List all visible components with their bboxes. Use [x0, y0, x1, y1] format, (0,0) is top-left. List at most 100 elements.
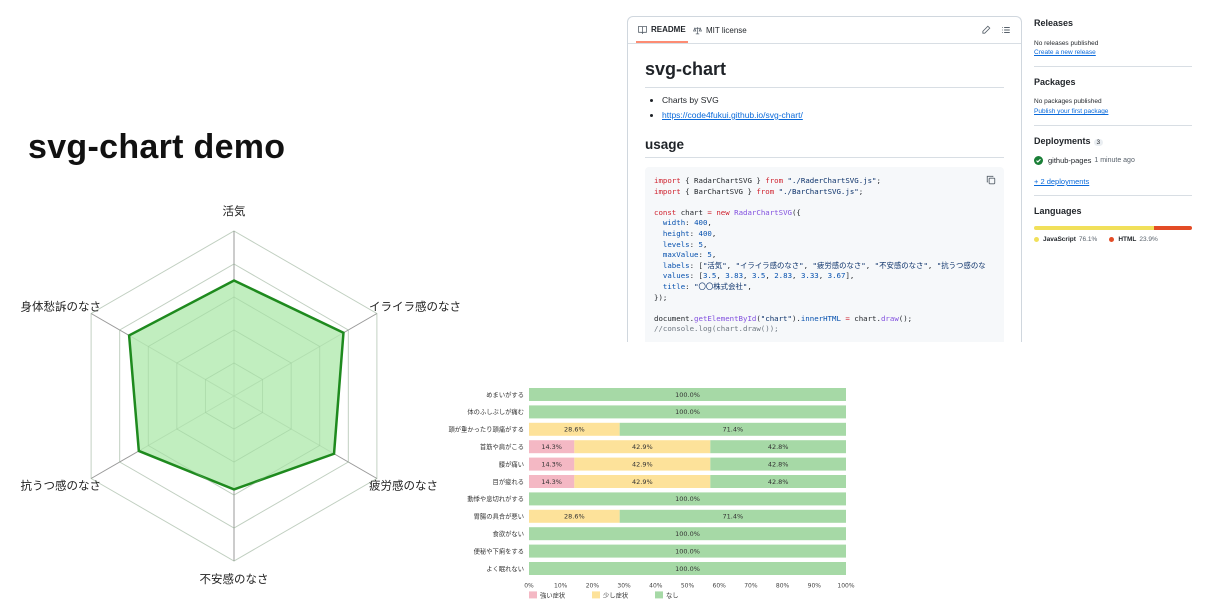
tab-license[interactable]: MIT license: [693, 17, 747, 43]
bar-category-label: 食欲がない: [493, 529, 524, 538]
readme-panel: README MIT license svg-chart Charts by S…: [627, 16, 1022, 342]
legend-label: 少し症状: [603, 590, 629, 599]
bar-category-label: 頭が重かったり頭痛がする: [448, 425, 524, 434]
radar-axis-label: イライラ感のなさ: [369, 300, 461, 314]
list-item: Charts by SVG: [662, 96, 803, 105]
bar-segment: [710, 475, 846, 488]
bar-segment: [574, 440, 711, 454]
language-percent: 76.1%: [1078, 236, 1098, 243]
bar-data-label: 14.3%: [541, 460, 562, 468]
legend-label: 強い症状: [540, 590, 566, 599]
code-block: import { RadarChartSVG } from "./RaderCh…: [645, 167, 1004, 342]
usage-heading: usage: [645, 137, 685, 152]
bar-segment: [529, 527, 846, 541]
bullet-text: Charts by SVG: [662, 95, 719, 105]
radar-grid-overlay: [176, 329, 292, 463]
deployments-title-text: Deployments: [1034, 136, 1091, 146]
radar-axis-label: 活気: [223, 204, 246, 218]
x-tick-label: 20%: [586, 582, 600, 589]
check-circle-icon: [1034, 156, 1043, 165]
demo-link[interactable]: https://code4fukui.github.io/svg-chart/: [662, 110, 803, 120]
html-dot-icon: [1109, 237, 1115, 242]
bar-data-label: 71.4%: [723, 513, 744, 521]
divider: [1034, 66, 1192, 67]
bar-data-label: 14.3%: [541, 478, 562, 486]
more-deployments-link[interactable]: + 2 deployments: [1034, 177, 1090, 186]
bar-data-label: 42.8%: [768, 460, 789, 468]
language-bar: [1034, 226, 1192, 230]
publish-package-link[interactable]: Publish your first package: [1034, 108, 1109, 115]
javascript-dot-icon: [1034, 237, 1039, 242]
bar-category-label: 動悸や息切れがする: [467, 494, 524, 503]
language-name: HTML: [1118, 236, 1137, 243]
radar-grid-overlay: [90, 230, 378, 562]
divider: [645, 157, 1004, 158]
book-icon: [638, 25, 647, 34]
bar-segment: [529, 457, 575, 471]
bar-segment: [529, 405, 846, 419]
bar-data-label: 28.6%: [564, 426, 585, 434]
demo-title: svg-chart demo: [28, 128, 286, 166]
bar-data-label: 100.0%: [675, 547, 700, 555]
bar-segment: [529, 475, 575, 488]
bar-data-label: 14.3%: [541, 443, 562, 451]
bar-data-label: 100.0%: [675, 391, 700, 399]
law-scale-icon: [693, 26, 702, 34]
x-tick-label: 100%: [837, 582, 854, 589]
create-release-link[interactable]: Create a new release: [1034, 49, 1096, 56]
x-tick-label: 70%: [744, 582, 758, 589]
copy-icon[interactable]: [986, 175, 996, 185]
radar-axis-label: 抗うつ感のなさ: [20, 479, 101, 493]
deployment-name[interactable]: github-pages: [1048, 156, 1092, 165]
bar-segment: [529, 422, 620, 436]
x-tick-label: 10%: [554, 582, 568, 589]
bar-data-label: 28.6%: [564, 513, 585, 521]
radar-grid-overlay: [205, 362, 263, 430]
divider: [1034, 195, 1192, 196]
bar-data-label: 42.8%: [768, 443, 789, 451]
bar-data-label: 100.0%: [675, 530, 700, 538]
readme-bullet-list: Charts by SVG https://code4fukui.github.…: [662, 96, 803, 126]
code-text: import { RadarChartSVG } from "./RaderCh…: [654, 176, 986, 334]
legend-swatch: [655, 591, 663, 599]
language-name: JavaScript: [1043, 236, 1076, 243]
bar-segment: [529, 440, 575, 454]
bar-segment: [529, 562, 846, 575]
bar-segment: [710, 440, 846, 454]
x-tick-label: 0%: [524, 582, 534, 589]
radar-axis-label: 不安感のなさ: [200, 572, 269, 586]
bar-segment: [574, 457, 711, 471]
radar-grid-overlay: [119, 263, 349, 529]
releases-empty-text: No releases published: [1034, 40, 1099, 47]
repo-sidebar: Releases No releases published Create a …: [1034, 16, 1194, 276]
radar-axis-label: 疲労感のなさ: [369, 479, 438, 493]
x-tick-label: 50%: [681, 582, 695, 589]
releases-title: Releases: [1034, 18, 1074, 28]
bar-category-label: 首筋や肩がこる: [480, 442, 524, 451]
bar-category-label: 胃腸の具合が悪い: [474, 512, 524, 521]
list-icon[interactable]: [1001, 25, 1011, 35]
bar-data-label: 100.0%: [675, 495, 700, 503]
tab-readme[interactable]: README: [636, 17, 688, 43]
bar-segment: [619, 422, 846, 436]
bar-data-label: 42.9%: [632, 460, 653, 468]
languages-title: Languages: [1034, 206, 1082, 216]
bar-segment: [529, 509, 620, 523]
language-bar-segment: [1154, 226, 1192, 230]
bar-category-label: 体のふしぶしが痛む: [467, 407, 524, 416]
bar-segment: [529, 388, 846, 401]
divider: [645, 87, 1004, 88]
bar-category-label: よく眠れない: [486, 565, 524, 573]
bar-category-label: めまいがする: [486, 390, 524, 399]
bar-category-label: 目が疲れる: [493, 477, 524, 486]
tab-license-label: MIT license: [706, 25, 747, 35]
x-tick-label: 60%: [713, 582, 727, 589]
bar-segment: [619, 509, 846, 523]
readme-heading: svg-chart: [645, 59, 727, 79]
pencil-icon[interactable]: [981, 25, 991, 35]
tab-readme-label: README: [651, 24, 686, 34]
language-bar-segment: [1034, 226, 1155, 230]
x-tick-label: 40%: [649, 582, 663, 589]
radar-grid-overlay: [147, 296, 321, 496]
deployments-title: Deployments 3: [1034, 136, 1104, 146]
